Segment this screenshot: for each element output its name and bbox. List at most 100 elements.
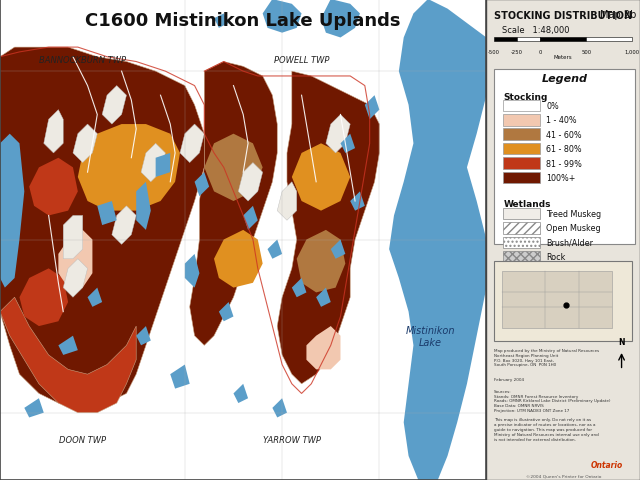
Polygon shape bbox=[19, 269, 68, 326]
Text: N: N bbox=[618, 337, 625, 347]
Polygon shape bbox=[58, 336, 78, 355]
Text: 81 - 99%: 81 - 99% bbox=[547, 159, 582, 168]
Polygon shape bbox=[102, 86, 127, 125]
Polygon shape bbox=[195, 173, 209, 197]
Bar bbox=[503, 208, 540, 220]
Polygon shape bbox=[331, 240, 346, 259]
Bar bbox=[503, 237, 540, 249]
Polygon shape bbox=[141, 144, 165, 182]
Polygon shape bbox=[326, 115, 350, 154]
Polygon shape bbox=[180, 125, 204, 163]
Text: Map 2b: Map 2b bbox=[600, 10, 637, 20]
Text: BANNOCKBURN TWP: BANNOCKBURN TWP bbox=[39, 56, 126, 64]
Polygon shape bbox=[268, 240, 282, 259]
Text: YARROW TWP: YARROW TWP bbox=[263, 435, 321, 444]
Text: 0: 0 bbox=[538, 49, 542, 54]
Text: Meters: Meters bbox=[554, 55, 573, 60]
Polygon shape bbox=[63, 259, 88, 298]
Polygon shape bbox=[88, 288, 102, 307]
Polygon shape bbox=[112, 206, 136, 245]
Polygon shape bbox=[63, 216, 83, 259]
Bar bbox=[494, 70, 636, 245]
Bar bbox=[502, 272, 612, 329]
Polygon shape bbox=[219, 302, 234, 322]
Polygon shape bbox=[292, 144, 350, 211]
Polygon shape bbox=[73, 125, 97, 163]
Text: DOON TWP: DOON TWP bbox=[59, 435, 106, 444]
Text: Mistinikon
Lake: Mistinikon Lake bbox=[406, 325, 455, 347]
Text: 100%+: 100%+ bbox=[547, 174, 575, 182]
Text: 61 - 80%: 61 - 80% bbox=[547, 145, 582, 154]
Bar bbox=[517, 37, 540, 42]
Bar bbox=[586, 37, 632, 42]
Bar bbox=[503, 172, 540, 184]
Text: Stocking: Stocking bbox=[503, 93, 548, 102]
Bar bbox=[503, 100, 540, 112]
Text: -250: -250 bbox=[511, 49, 523, 54]
Polygon shape bbox=[156, 154, 170, 178]
Polygon shape bbox=[273, 398, 287, 418]
Bar bbox=[503, 129, 540, 141]
Polygon shape bbox=[350, 192, 365, 211]
Bar bbox=[503, 158, 540, 169]
Polygon shape bbox=[0, 298, 136, 413]
Polygon shape bbox=[238, 163, 262, 202]
Text: Legend: Legend bbox=[541, 73, 588, 84]
Polygon shape bbox=[292, 278, 307, 298]
Polygon shape bbox=[189, 62, 277, 346]
Polygon shape bbox=[170, 365, 189, 389]
Polygon shape bbox=[58, 230, 92, 288]
Polygon shape bbox=[136, 182, 151, 230]
Polygon shape bbox=[204, 134, 262, 202]
Bar bbox=[503, 223, 540, 234]
Polygon shape bbox=[316, 288, 331, 307]
Text: POWELL TWP: POWELL TWP bbox=[274, 56, 329, 64]
Text: 500: 500 bbox=[581, 49, 591, 54]
Polygon shape bbox=[0, 48, 204, 408]
Text: 41 - 60%: 41 - 60% bbox=[547, 131, 582, 139]
Text: February 2004: February 2004 bbox=[494, 377, 524, 381]
Polygon shape bbox=[277, 72, 380, 384]
Text: Open Muskeg: Open Muskeg bbox=[547, 224, 601, 233]
Polygon shape bbox=[307, 326, 340, 370]
Text: STOCKING DISTRIBUTION: STOCKING DISTRIBUTION bbox=[494, 11, 632, 21]
Polygon shape bbox=[185, 254, 200, 288]
Text: Scale   1:48,000: Scale 1:48,000 bbox=[502, 26, 569, 36]
Polygon shape bbox=[24, 398, 44, 418]
Text: -500: -500 bbox=[488, 49, 500, 54]
Polygon shape bbox=[389, 0, 486, 480]
Polygon shape bbox=[321, 0, 360, 38]
Polygon shape bbox=[0, 134, 24, 288]
Polygon shape bbox=[262, 0, 301, 34]
Polygon shape bbox=[29, 158, 78, 216]
Text: Treed Muskeg: Treed Muskeg bbox=[547, 210, 602, 218]
Bar bbox=[494, 262, 632, 341]
Polygon shape bbox=[277, 182, 297, 221]
Text: 1 - 40%: 1 - 40% bbox=[547, 116, 577, 125]
Polygon shape bbox=[214, 14, 228, 29]
Text: Wetlands: Wetlands bbox=[503, 199, 551, 208]
Bar bbox=[503, 252, 540, 263]
Polygon shape bbox=[97, 202, 116, 226]
Text: 0%: 0% bbox=[547, 102, 559, 110]
Bar bbox=[503, 115, 540, 126]
Polygon shape bbox=[234, 384, 248, 403]
Polygon shape bbox=[136, 326, 151, 346]
Polygon shape bbox=[340, 134, 355, 154]
Polygon shape bbox=[44, 110, 63, 154]
Bar bbox=[494, 37, 517, 42]
Text: Rock: Rock bbox=[547, 253, 566, 262]
Polygon shape bbox=[78, 125, 180, 211]
Text: Brush/Alder: Brush/Alder bbox=[547, 239, 593, 247]
Text: Sources:
Stands: OMNR Forest Resource Inventory
Roads: OMNR Kirkland Lake Distri: Sources: Stands: OMNR Forest Resource In… bbox=[494, 389, 611, 412]
Text: Map produced by the Ministry of Natural Resources
Northeast Region Planning Unit: Map produced by the Ministry of Natural … bbox=[494, 348, 599, 367]
Polygon shape bbox=[365, 96, 380, 120]
Text: C1600 Mistinikon Lake Uplands: C1600 Mistinikon Lake Uplands bbox=[86, 12, 401, 30]
Text: Ontario: Ontario bbox=[591, 460, 623, 469]
Text: ©2004 Queen's Printer for Ontario: ©2004 Queen's Printer for Ontario bbox=[525, 474, 601, 478]
Polygon shape bbox=[214, 230, 262, 288]
Polygon shape bbox=[243, 206, 258, 230]
Bar bbox=[503, 144, 540, 155]
Text: 1,000: 1,000 bbox=[625, 49, 640, 54]
Text: This map is illustrative only. Do not rely on it as
a precise indicator of route: This map is illustrative only. Do not re… bbox=[494, 418, 599, 441]
